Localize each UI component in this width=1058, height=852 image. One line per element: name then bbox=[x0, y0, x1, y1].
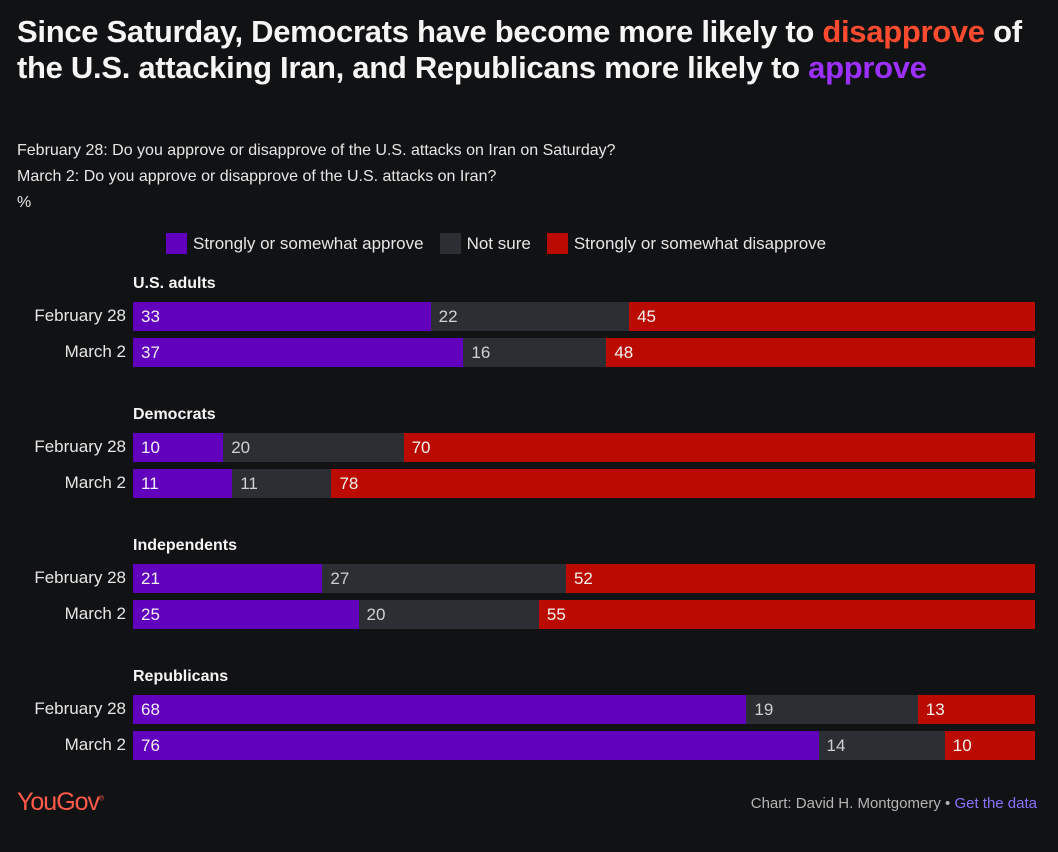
bar-segment-approve: 21 bbox=[133, 564, 323, 593]
bar-segment-not-sure: 27 bbox=[322, 564, 566, 593]
bar-segment-not-sure: 19 bbox=[746, 695, 918, 724]
bar-segment-approve: 11 bbox=[133, 469, 233, 498]
title-text-2: of the U.S. attacking Iran, and Republic… bbox=[17, 14, 1022, 85]
bar-segment-approve: 76 bbox=[133, 731, 819, 760]
bar-segment-not-sure: 20 bbox=[358, 600, 539, 629]
title-highlight-approve: approve bbox=[808, 50, 927, 85]
bar-segment-disapprove: 48 bbox=[606, 338, 1035, 367]
legend-swatch-disapprove bbox=[546, 233, 568, 254]
bar-segment-disapprove: 52 bbox=[565, 564, 1035, 593]
credit-text: Chart: David H. Montgomery bbox=[750, 795, 941, 812]
bar-segment-approve: 37 bbox=[133, 338, 464, 367]
bar-segment-not-sure: 20 bbox=[223, 433, 404, 462]
subtitle-line-2: March 2: Do you approve or disapprove of… bbox=[17, 168, 497, 185]
legend: Strongly or somewhat approve Not sure St… bbox=[166, 233, 842, 254]
group-label: Independents bbox=[133, 537, 238, 554]
bar-segment-disapprove: 10 bbox=[944, 731, 1035, 760]
row-label: February 28 bbox=[34, 699, 126, 718]
bar-segment-disapprove: 55 bbox=[538, 600, 1035, 629]
row-label: March 2 bbox=[64, 342, 126, 361]
bar-segment-disapprove: 13 bbox=[917, 695, 1035, 724]
title-text-1: Since Saturday, Democrats have become mo… bbox=[17, 14, 823, 49]
bar-segment-approve: 10 bbox=[133, 433, 224, 462]
legend-item-disapprove: Strongly or somewhat disapprove bbox=[546, 233, 827, 254]
bar-segment-disapprove: 78 bbox=[331, 469, 1035, 498]
bar-segment-not-sure: 16 bbox=[463, 338, 607, 367]
row-label: March 2 bbox=[64, 735, 126, 754]
legend-item-not-sure: Not sure bbox=[439, 233, 531, 254]
yougov-logo: YouGov® bbox=[17, 788, 104, 817]
legend-item-approve: Strongly or somewhat approve bbox=[166, 233, 424, 254]
legend-swatch-not-sure bbox=[439, 233, 461, 254]
row-label: March 2 bbox=[64, 473, 126, 492]
row-label: February 28 bbox=[34, 437, 126, 456]
legend-swatch-approve bbox=[166, 233, 187, 254]
row-label: February 28 bbox=[34, 568, 126, 587]
row-label: March 2 bbox=[64, 604, 126, 623]
chart-credit: Chart: David H. Montgomery • Get the dat… bbox=[751, 795, 1037, 812]
logo-text: YouGov bbox=[17, 788, 100, 816]
legend-label-disapprove: Strongly or somewhat disapprove bbox=[573, 233, 827, 253]
legend-label-not-sure: Not sure bbox=[466, 233, 531, 253]
bar-segment-disapprove: 45 bbox=[629, 302, 1035, 331]
bar-segment-approve: 68 bbox=[133, 695, 747, 724]
chart-title: Since Saturday, Democrats have become mo… bbox=[17, 14, 1037, 86]
bar-segment-approve: 25 bbox=[133, 600, 359, 629]
group-label: Democrats bbox=[133, 406, 216, 423]
subtitle-line-1: February 28: Do you approve or disapprov… bbox=[17, 142, 616, 159]
credit-separator: • bbox=[945, 795, 951, 812]
title-highlight-disapprove: disapprove bbox=[822, 14, 985, 49]
get-the-data-link[interactable]: Get the data bbox=[954, 795, 1037, 812]
group-label: U.S. adults bbox=[133, 275, 216, 292]
bar-segment-not-sure: 14 bbox=[818, 731, 945, 760]
logo-mark: ® bbox=[99, 795, 104, 803]
unit-label: % bbox=[17, 194, 32, 211]
legend-label-approve: Strongly or somewhat approve bbox=[193, 233, 424, 253]
row-label: February 28 bbox=[34, 306, 126, 325]
bar-segment-disapprove: 70 bbox=[403, 433, 1035, 462]
bar-segment-approve: 33 bbox=[133, 302, 431, 331]
bar-segment-not-sure: 22 bbox=[430, 302, 630, 331]
bar-segment-not-sure: 11 bbox=[232, 469, 332, 498]
group-label: Republicans bbox=[133, 668, 229, 685]
